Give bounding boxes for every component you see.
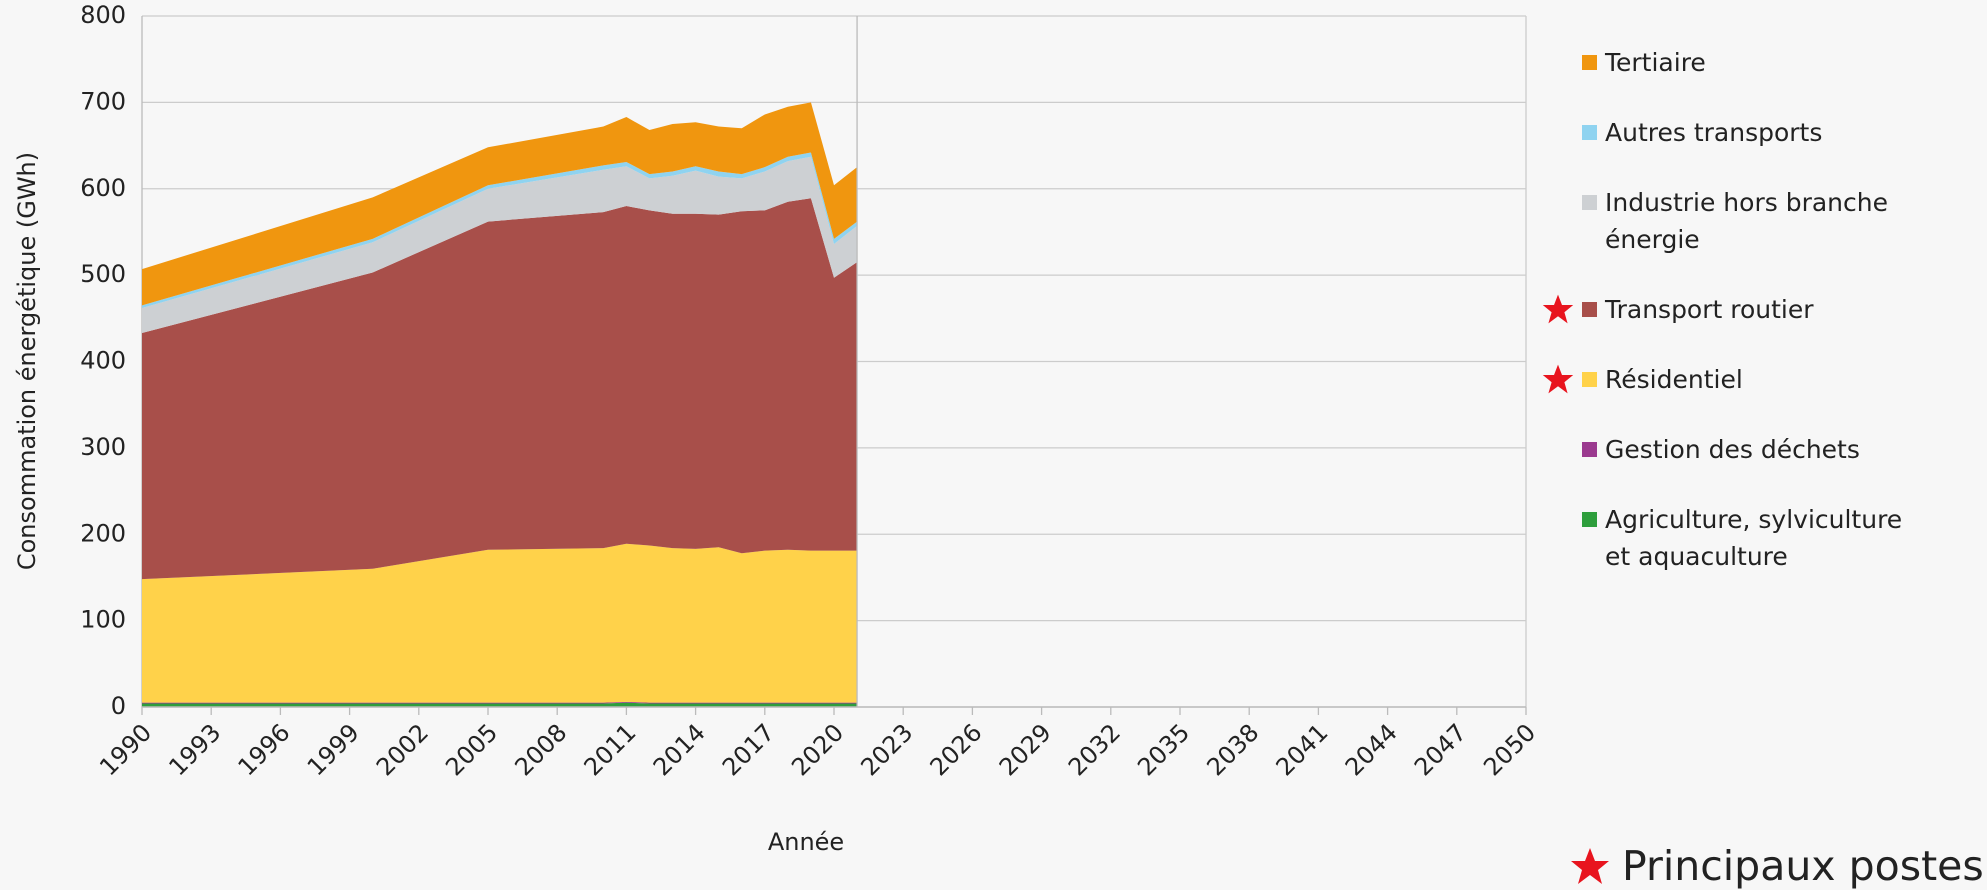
y-tick-label: 800 — [80, 1, 126, 29]
legend-entry: Résidentiel — [1542, 361, 1905, 398]
legend-entry: Autres transports — [1582, 114, 1905, 151]
star-shape — [1542, 294, 1574, 324]
legend-label: Industrie hors branche énergie — [1605, 188, 1888, 254]
legend-label: Autres transports — [1605, 118, 1823, 147]
area — [142, 102, 858, 306]
star-shape — [1542, 364, 1574, 394]
area — [142, 198, 858, 580]
y-tick-label: 100 — [80, 606, 126, 634]
legend-label: Résidentiel — [1605, 365, 1743, 394]
x-tick-label: 2017 — [717, 718, 780, 781]
x-tick-label: 2023 — [855, 718, 918, 781]
x-tick-label: 2002 — [371, 718, 434, 781]
legend: Tertiaire Autres transports Industrie hors… — [1542, 44, 1905, 575]
x-tick-label: 2005 — [440, 718, 503, 781]
y-tick-label: 400 — [80, 347, 126, 375]
legend-entry: Industrie hors branche énergie — [1582, 184, 1905, 258]
y-tick-label: 700 — [80, 87, 126, 115]
legend-entry: Transport routier — [1542, 291, 1905, 328]
legend-entry: Tertiaire — [1582, 44, 1905, 81]
legend-swatch — [1582, 512, 1597, 527]
legend-entry: Agriculture, sylviculture et aquaculture — [1582, 501, 1905, 575]
legend-star — [1542, 294, 1574, 324]
x-tick-label: 2008 — [509, 718, 572, 781]
legend-swatch — [1582, 442, 1597, 457]
legend-label: Transport routier — [1605, 295, 1814, 324]
note-text: Principaux postes — [1622, 842, 1984, 890]
legend-entry: Gestion des déchets — [1582, 431, 1905, 468]
x-tick-label: 2029 — [994, 718, 1057, 781]
legend-star — [1542, 364, 1574, 394]
y-tick-label: 0 — [111, 692, 126, 720]
area — [142, 543, 858, 703]
x-tick-label: 1999 — [302, 718, 365, 781]
legend-swatch — [1582, 302, 1597, 317]
y-tick-label: 300 — [80, 433, 126, 461]
x-tick-label: 2044 — [1340, 718, 1403, 781]
legend-swatch — [1582, 195, 1597, 210]
x-tick-label: 2020 — [786, 718, 849, 781]
area — [142, 702, 858, 707]
x-tick-label: 2035 — [1132, 718, 1195, 781]
legend-label: Agriculture, sylviculture et aquaculture — [1605, 505, 1903, 571]
y-axis-title: Consommation énergétique (GWh) — [13, 152, 41, 570]
x-tick-label: 2047 — [1409, 718, 1472, 781]
x-tick-label: 2032 — [1063, 718, 1126, 781]
area — [142, 152, 858, 308]
legend-swatch — [1582, 372, 1597, 387]
x-tick-label: 1990 — [94, 718, 157, 781]
y-tick-label: 200 — [80, 519, 126, 547]
x-tick-label: 2038 — [1201, 718, 1264, 781]
legend-swatch — [1582, 125, 1597, 140]
x-tick-label: 2014 — [648, 718, 711, 781]
note: Principaux postes — [1570, 842, 1984, 890]
y-tick-label: 500 — [80, 260, 126, 288]
note-star — [1571, 848, 1609, 884]
x-tick-label: 1996 — [233, 718, 296, 781]
x-axis-title: Année — [768, 828, 844, 856]
legend-label: Tertiaire — [1605, 48, 1706, 77]
legend-swatch — [1582, 55, 1597, 70]
x-tick-label: 2026 — [925, 718, 988, 781]
x-tick-label: 2050 — [1478, 718, 1541, 781]
x-tick-label: 1993 — [163, 718, 226, 781]
y-tick-label: 600 — [80, 174, 126, 202]
legend-label: Gestion des déchets — [1605, 435, 1860, 464]
x-tick-label: 2041 — [1271, 718, 1334, 781]
x-tick-label: 2011 — [579, 718, 642, 781]
area — [142, 156, 858, 333]
